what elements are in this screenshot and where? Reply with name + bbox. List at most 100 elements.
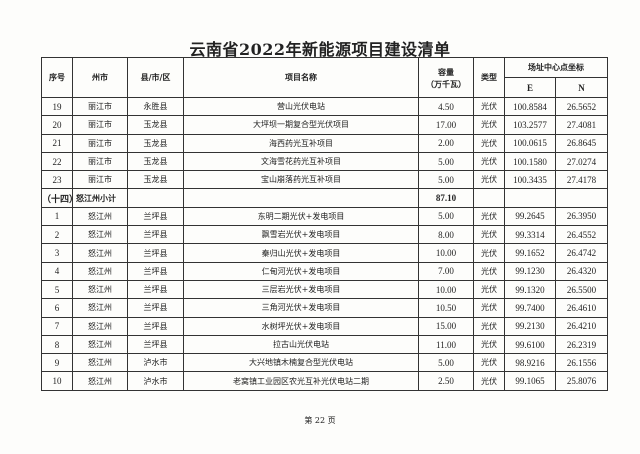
cell-e: 99.1320 [504,279,556,300]
cell-name: 大坪坝一期复合型光伏项目 [183,115,419,135]
cell-n: 27.4081 [555,115,608,135]
header-n: N [555,77,608,98]
cell-type: 光伏 [473,243,505,263]
cell-county: 兰坪县 [127,279,184,300]
table-row: 9 怒江州 泸水市 大兴地镇木楠复合型光伏电站 5.00 光伏 98.9216 26.1556 [41,353,608,373]
cell-e: 99.1652 [504,243,556,263]
cell-e: 100.3435 [504,170,556,190]
cell-capacity: 15.00 [418,316,474,336]
cell-name: 海西药光互补项目 [183,133,419,153]
cell-capacity: 5.00 [418,353,474,373]
cell-n: 26.3950 [555,206,608,227]
cell-county: 玉龙县 [127,151,184,172]
header-county: 县/市/区 [127,57,184,98]
cell-n: 26.8645 [555,133,608,153]
cell-type: 光伏 [473,334,505,355]
cell-capacity: 5.00 [418,151,474,172]
cell-no: 21 [41,133,73,153]
cell-city: 丽江市 [72,115,128,135]
subtotal-row: （十四）怒江州小计 87.10 [41,188,608,208]
cell-no: 19 [41,96,73,117]
cell-county: 永胜县 [127,96,184,117]
cell-e: 99.1065 [504,371,556,391]
cell-city: 丽江市 [72,133,128,153]
cell-city: 怒江州 [72,261,128,281]
cell-type: 光伏 [473,206,505,227]
cell-county: 泸水市 [127,371,184,391]
cell-n: 26.4742 [555,243,608,263]
cell-e: 100.1580 [504,151,556,172]
cell-city: 怒江州 [72,316,128,336]
header-type: 类型 [473,57,505,98]
table-row: 6 怒江州 兰坪县 三角河光伏+发电项目 10.50 光伏 99.7400 26.4610 [41,298,608,318]
cell-capacity: 8.00 [418,225,474,245]
cell-no: 1 [41,206,73,227]
cell-e [504,188,556,208]
cell-e: 103.2577 [504,115,556,135]
cell-n: 26.5652 [555,96,608,117]
cell-name: 三角河光伏+发电项目 [183,298,419,318]
cell-county: 兰坪县 [127,298,184,318]
cell-type: 光伏 [473,279,505,300]
cell-type: 光伏 [473,316,505,336]
cell-e: 99.1230 [504,261,556,281]
cell-name [183,188,419,208]
header-e: E [504,77,556,98]
cell-type: 光伏 [473,170,505,190]
cell-city: 怒江州 [72,206,128,227]
header-project-name: 项目名称 [183,57,419,98]
cell-type: 光伏 [473,353,505,373]
cell-type: 光伏 [473,115,505,135]
cell-county: 兰坪县 [127,334,184,355]
cell-e: 99.3314 [504,225,556,245]
cell-name: 仁甸河光伏+发电项目 [183,261,419,281]
cell-county: 泸水市 [127,353,184,373]
cell-e: 99.2645 [504,206,556,227]
cell-city: 怒江州 [72,371,128,391]
table-row: 23 丽江市 玉龙县 宝山崩落药光互补项目 5.00 光伏 100.3435 27.4178 [41,170,608,190]
cell-city: 丽江市 [72,151,128,172]
cell-capacity: 5.00 [418,206,474,227]
table-row: 1 怒江州 兰坪县 东明二期光伏+发电项目 5.00 光伏 99.2645 26.3950 [41,206,608,227]
cell-no: 7 [41,316,73,336]
cell-name: 文海雪花药光互补项目 [183,151,419,172]
table-row: 7 怒江州 兰坪县 水树坪光伏+发电项目 15.00 光伏 99.2130 26.4210 [41,316,608,336]
cell-city: 怒江州小计 [72,188,128,208]
cell-county: 玉龙县 [127,115,184,135]
cell-type: 光伏 [473,133,505,153]
header-capacity: 容量 （万千瓦） [418,57,474,98]
cell-name: 宝山崩落药光互补项目 [183,170,419,190]
cell-e: 99.6100 [504,334,556,355]
cell-type: 光伏 [473,151,505,172]
cell-n: 26.4610 [555,298,608,318]
cell-no: 5 [41,279,73,300]
cell-name: 飘雪岩光伏+发电项目 [183,225,419,245]
cell-n: 26.4210 [555,316,608,336]
table-row: 20 丽江市 玉龙县 大坪坝一期复合型光伏项目 17.00 光伏 103.2577 27.40… [41,115,608,135]
document-title: 云南省2022年新能源项目建设清单 [189,40,451,59]
cell-n: 27.0274 [555,151,608,172]
cell-no: 2 [41,225,73,245]
cell-name: 老窝镇工业园区农光互补光伏电站二期 [183,371,419,391]
cell-n: 25.8076 [555,371,608,391]
cell-city: 怒江州 [72,243,128,263]
cell-n: 26.1556 [555,353,608,373]
cell-capacity: 10.00 [418,243,474,263]
cell-no: 3 [41,243,73,263]
cell-capacity: 11.00 [418,334,474,355]
cell-city: 怒江州 [72,334,128,355]
cell-e: 99.2130 [504,316,556,336]
cell-type: 光伏 [473,225,505,245]
cell-capacity: 2.50 [418,371,474,391]
cell-capacity: 7.00 [418,261,474,281]
cell-city: 怒江州 [72,353,128,373]
cell-city: 丽江市 [72,170,128,190]
cell-capacity: 10.50 [418,298,474,318]
table-row: 19 丽江市 永胜县 营山光伏电站 4.50 光伏 100.8584 26.5652 [41,96,608,117]
cell-name: 三层岩光伏+发电项目 [183,279,419,300]
cell-capacity: 87.10 [418,188,474,208]
cell-n: 27.4178 [555,170,608,190]
cell-no: 6 [41,298,73,318]
cell-n: 26.5500 [555,279,608,300]
cell-no: 23 [41,170,73,190]
